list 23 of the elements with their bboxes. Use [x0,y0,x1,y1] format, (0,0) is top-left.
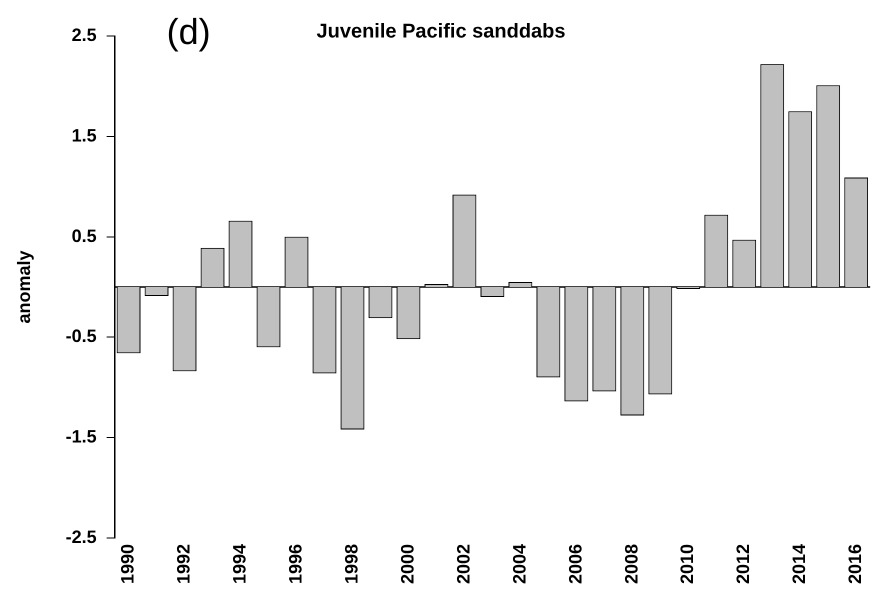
y-tick-label: -2.5 [66,526,97,547]
y-tick-label: 0.5 [72,226,97,246]
y-tick-label: -1.5 [66,426,97,447]
y-tick-label: 2.5 [72,24,97,45]
x-tick-label: 2000 [397,544,418,584]
x-tick-label: 1990 [118,544,138,584]
x-tick-label: 1996 [285,544,306,584]
y-tick-label: -0.5 [66,326,97,346]
annotation: (d) [166,10,211,52]
x-tick-label: 1992 [174,544,194,584]
x-tick-label: 2004 [509,544,530,584]
x-tick-label: 2002 [453,544,474,584]
chart-title: Juvenile Pacific sanddabs [316,20,566,43]
x-tick-label: 2016 [845,544,866,584]
x-tick-label: 2006 [565,544,586,584]
x-tick-label: 1998 [341,544,362,584]
x-tick-label: 2008 [621,544,642,584]
x-tick-label: 2014 [789,544,810,584]
x-tick-label: 2010 [677,544,698,584]
y-tick-label: 1.5 [72,125,97,146]
x-tick-label: 1994 [230,544,250,584]
x-tick-label: 2012 [733,544,754,584]
y-axis-title: anomaly [14,250,34,324]
